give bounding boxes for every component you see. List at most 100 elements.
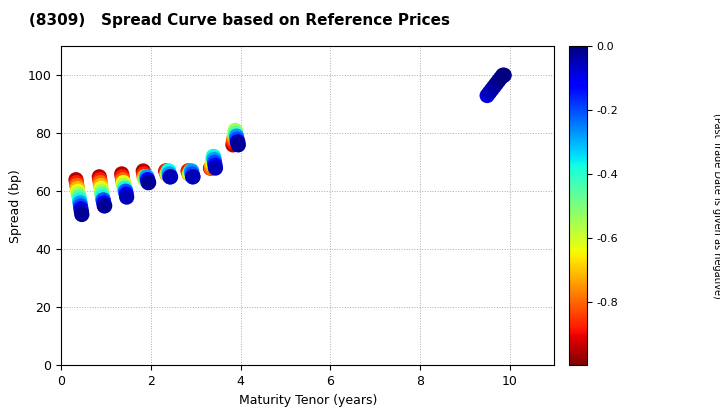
- Point: [495, 75, 506, 81]
- Point: [162, 171, 174, 177]
- Point: [98, 197, 109, 203]
- Point: [95, 185, 107, 192]
- Point: [71, 185, 83, 192]
- Point: [117, 179, 129, 186]
- Point: [492, 78, 504, 84]
- Point: [142, 176, 153, 183]
- Point: [116, 171, 127, 177]
- Point: [163, 171, 175, 177]
- Point: [486, 87, 498, 93]
- Point: [232, 139, 243, 145]
- Y-axis label: Time in years between 5/2/2025 and Trade Date
(Past Trade Date is given as negat: Time in years between 5/2/2025 and Trade…: [711, 88, 720, 324]
- Point: [99, 202, 110, 209]
- Point: [186, 171, 198, 177]
- Point: [139, 173, 150, 180]
- Point: [139, 176, 150, 183]
- Point: [120, 188, 132, 194]
- Point: [206, 162, 217, 168]
- Point: [118, 179, 130, 186]
- Point: [187, 173, 199, 180]
- Point: [488, 84, 500, 90]
- Point: [186, 168, 197, 174]
- Point: [210, 162, 221, 168]
- Y-axis label: Spread (bp): Spread (bp): [9, 169, 22, 243]
- Point: [119, 185, 130, 192]
- Point: [96, 194, 108, 200]
- Point: [185, 168, 197, 174]
- Point: [228, 139, 239, 145]
- Point: [186, 173, 198, 180]
- Point: [96, 191, 108, 197]
- Point: [76, 208, 87, 215]
- Point: [76, 211, 88, 218]
- Point: [163, 168, 174, 174]
- Point: [161, 168, 172, 174]
- Point: [164, 173, 176, 180]
- Point: [95, 182, 107, 189]
- Point: [207, 153, 219, 160]
- Point: [207, 156, 218, 163]
- Point: [160, 168, 171, 174]
- Point: [97, 197, 109, 203]
- Point: [71, 182, 83, 189]
- Point: [209, 159, 220, 165]
- Point: [117, 176, 128, 183]
- Point: [143, 179, 154, 186]
- Point: [141, 173, 153, 180]
- Point: [183, 168, 194, 174]
- Point: [207, 159, 218, 165]
- Point: [119, 185, 130, 192]
- Point: [161, 171, 172, 177]
- Point: [94, 176, 106, 183]
- Point: [230, 133, 242, 139]
- Point: [228, 142, 239, 148]
- Point: [143, 179, 154, 186]
- Point: [140, 173, 152, 180]
- Point: [184, 171, 196, 177]
- Point: [164, 173, 176, 180]
- X-axis label: Maturity Tenor (years): Maturity Tenor (years): [238, 394, 377, 407]
- Point: [497, 72, 508, 79]
- Point: [490, 81, 502, 87]
- Point: [182, 168, 194, 174]
- Point: [75, 205, 86, 212]
- Point: [74, 200, 86, 206]
- Point: [206, 165, 217, 171]
- Point: [230, 130, 241, 136]
- Point: [94, 173, 105, 180]
- Point: [161, 171, 173, 177]
- Point: [96, 188, 107, 194]
- Point: [162, 171, 174, 177]
- Point: [72, 188, 84, 194]
- Point: [228, 136, 240, 142]
- Point: [99, 202, 110, 209]
- Point: [73, 191, 84, 197]
- Point: [163, 168, 174, 174]
- Point: [205, 165, 217, 171]
- Point: [118, 182, 130, 189]
- Point: [117, 173, 128, 180]
- Point: [142, 176, 153, 183]
- Point: [73, 194, 85, 200]
- Point: [228, 133, 240, 139]
- Point: [232, 139, 243, 145]
- Point: [498, 72, 510, 79]
- Point: [138, 168, 149, 174]
- Point: [98, 200, 109, 206]
- Point: [204, 165, 216, 171]
- Point: [230, 133, 242, 139]
- Point: [138, 173, 150, 180]
- Point: [484, 89, 495, 96]
- Point: [138, 171, 150, 177]
- Point: [231, 136, 243, 142]
- Point: [140, 176, 151, 183]
- Point: [233, 142, 244, 148]
- Point: [230, 127, 241, 134]
- Point: [140, 176, 152, 183]
- Point: [71, 176, 82, 183]
- Point: [75, 202, 86, 209]
- Point: [208, 156, 220, 163]
- Point: [229, 130, 240, 136]
- Point: [186, 168, 197, 174]
- Point: [74, 197, 86, 203]
